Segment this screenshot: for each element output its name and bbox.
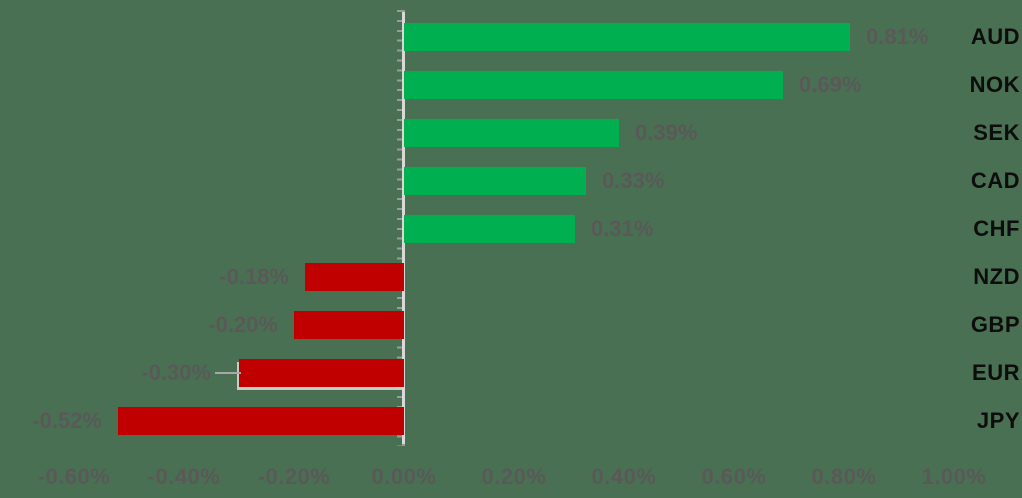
category-label-chf: CHF: [973, 216, 1020, 241]
bar-jpy: [118, 407, 404, 435]
x-axis-tick-label: 0.60%: [701, 464, 767, 489]
x-axis-tick-label: 0.40%: [591, 464, 657, 489]
category-label-eur: EUR: [972, 360, 1020, 385]
data-label-eur: -0.30%: [141, 360, 211, 385]
bar-sek: [404, 119, 619, 147]
data-label-nok: 0.69%: [799, 72, 862, 97]
leader-line-eur: [215, 372, 241, 374]
x-axis-tick-label: 1.00%: [921, 464, 987, 489]
data-label-aud: 0.81%: [866, 24, 929, 49]
bar-nzd: [305, 263, 404, 291]
x-axis-tick-label: -0.20%: [257, 464, 331, 489]
value-axis-zero-line: [402, 10, 405, 446]
data-label-sek: 0.39%: [635, 120, 698, 145]
data-label-cad: 0.33%: [602, 168, 665, 193]
value-axis-tick-marks: [397, 10, 402, 446]
category-label-nzd: NZD: [973, 264, 1020, 289]
x-axis-tick-label: 0.00%: [371, 464, 437, 489]
data-label-nzd: -0.18%: [219, 264, 289, 289]
data-label-chf: 0.31%: [591, 216, 654, 241]
x-axis-tick-label: -0.40%: [147, 464, 221, 489]
bar-eur: [239, 359, 404, 387]
x-axis-tick-label: 0.80%: [811, 464, 877, 489]
data-label-jpy: -0.52%: [32, 408, 102, 433]
category-label-nok: NOK: [969, 72, 1020, 97]
category-label-sek: SEK: [973, 120, 1020, 145]
category-label-gbp: GBP: [970, 312, 1020, 337]
category-label-cad: CAD: [970, 168, 1020, 193]
category-label-jpy: JPY: [976, 408, 1020, 433]
x-axis-tick-label: -0.60%: [37, 464, 111, 489]
bar-gbp: [294, 311, 404, 339]
data-label-gbp: -0.20%: [208, 312, 278, 337]
bar-aud: [404, 23, 850, 51]
bar-nok: [404, 71, 783, 99]
bar-chf: [404, 215, 575, 243]
bar-cad: [404, 167, 586, 195]
category-label-aud: AUD: [970, 24, 1020, 49]
x-axis-tick-label: 0.20%: [481, 464, 547, 489]
